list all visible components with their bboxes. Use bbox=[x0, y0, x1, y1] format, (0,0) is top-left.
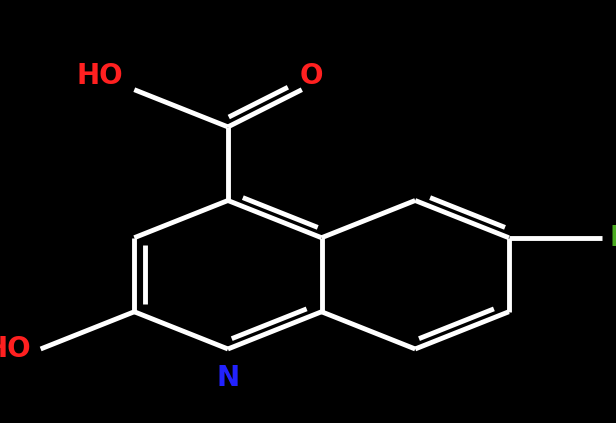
Text: HO: HO bbox=[0, 335, 31, 363]
Text: F: F bbox=[610, 224, 616, 252]
Text: O: O bbox=[299, 62, 323, 90]
Text: N: N bbox=[216, 364, 240, 392]
Text: HO: HO bbox=[76, 62, 123, 90]
